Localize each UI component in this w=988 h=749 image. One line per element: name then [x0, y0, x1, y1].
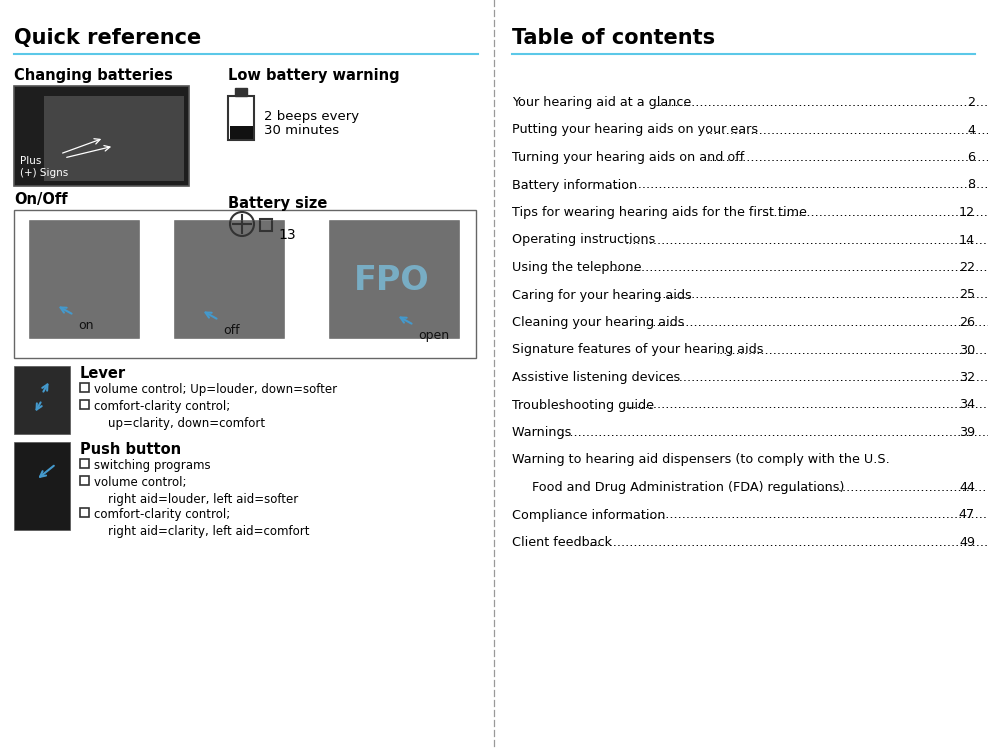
Text: Assistive listening devices: Assistive listening devices	[512, 371, 685, 384]
Text: Push button: Push button	[80, 442, 181, 457]
Bar	[329, 220, 459, 338]
Text: Lever: Lever	[80, 366, 126, 381]
Text: Low battery warning: Low battery warning	[228, 68, 399, 83]
Bar	[80, 400, 89, 409]
Text: comfort-clarity control;: comfort-clarity control;	[94, 508, 230, 521]
Text: Food and Drug Administration (FDA) regulations): Food and Drug Administration (FDA) regul…	[532, 481, 849, 494]
Bar	[14, 366, 70, 434]
Text: ................................................................................: ........................................…	[624, 234, 988, 246]
Text: Battery size: Battery size	[228, 196, 327, 211]
Text: 30 minutes: 30 minutes	[264, 124, 339, 137]
Bar	[80, 476, 89, 485]
Text: ................................................................................: ........................................…	[558, 426, 988, 439]
Text: 8: 8	[967, 178, 975, 192]
Text: Operating instructions: Operating instructions	[512, 234, 655, 246]
Text: ................................................................................: ........................................…	[589, 536, 988, 549]
Text: ................................................................................: ........................................…	[624, 509, 988, 521]
Text: 25: 25	[959, 288, 975, 302]
Text: Warning to hearing aid dispensers (to comply with the U.S.: Warning to hearing aid dispensers (to co…	[512, 453, 890, 467]
Text: Client feedback: Client feedback	[512, 536, 612, 549]
Bar	[260, 219, 272, 231]
Text: ................................................................................: ........................................…	[624, 398, 988, 411]
Text: right aid=louder, left aid=softer: right aid=louder, left aid=softer	[108, 493, 298, 506]
Text: volume control;: volume control;	[94, 476, 187, 489]
Text: ................................................................................: ........................................…	[655, 288, 988, 302]
Text: 22: 22	[959, 261, 975, 274]
Text: right aid=clarity, left aid=comfort: right aid=clarity, left aid=comfort	[108, 525, 309, 538]
Text: 2 beeps every: 2 beeps every	[264, 110, 359, 123]
Text: Signature features of your hearing aids: Signature features of your hearing aids	[512, 344, 768, 357]
Text: Caring for your hearing aids: Caring for your hearing aids	[512, 288, 692, 302]
Bar	[44, 96, 184, 181]
Text: Compliance information: Compliance information	[512, 509, 666, 521]
Text: ........................................................................: ........................................…	[705, 151, 988, 164]
Text: Putting your hearing aids on your ears: Putting your hearing aids on your ears	[512, 124, 758, 136]
Text: Turning your hearing aids on and off: Turning your hearing aids on and off	[512, 151, 752, 164]
Text: 32: 32	[959, 371, 975, 384]
Text: ................................................................................: ........................................…	[655, 96, 988, 109]
Bar	[174, 220, 284, 338]
Text: Warnings: Warnings	[512, 426, 575, 439]
Text: ................................................................................: ........................................…	[614, 178, 988, 192]
Text: 2: 2	[967, 96, 975, 109]
Text: Tips for wearing hearing aids for the first time: Tips for wearing hearing aids for the fi…	[512, 206, 811, 219]
Text: volume control; Up=louder, down=softer: volume control; Up=louder, down=softer	[94, 383, 337, 396]
Text: 30: 30	[958, 344, 975, 357]
Text: Plus
(+) Signs: Plus (+) Signs	[20, 156, 68, 178]
Text: .......................................................: ........................................…	[762, 206, 988, 219]
Text: Changing batteries: Changing batteries	[14, 68, 173, 83]
Text: 14: 14	[959, 234, 975, 246]
Text: Using the telephone: Using the telephone	[512, 261, 641, 274]
Bar	[14, 86, 189, 186]
Bar	[14, 442, 70, 530]
Text: comfort-clarity control;: comfort-clarity control;	[94, 400, 230, 413]
Text: ................................................................................: ........................................…	[609, 261, 988, 274]
Text: ...................................................: ........................................…	[777, 481, 987, 494]
Text: switching programs: switching programs	[94, 459, 210, 472]
Text: FPO: FPO	[354, 264, 430, 297]
Bar	[80, 459, 89, 468]
Text: 49: 49	[959, 536, 975, 549]
Bar	[229, 126, 253, 139]
Text: Battery information: Battery information	[512, 178, 641, 192]
Text: Cleaning your hearing aids: Cleaning your hearing aids	[512, 316, 685, 329]
Bar	[235, 88, 247, 96]
Text: up=clarity, down=comfort: up=clarity, down=comfort	[108, 417, 265, 430]
Bar	[228, 96, 254, 140]
Text: 6: 6	[967, 151, 975, 164]
Text: on: on	[78, 319, 94, 332]
Text: ................................................................................: ........................................…	[644, 316, 988, 329]
Text: ...................................................................: ........................................…	[716, 344, 988, 357]
Text: 44: 44	[959, 481, 975, 494]
Text: Quick reference: Quick reference	[14, 28, 202, 48]
Text: 4: 4	[967, 124, 975, 136]
Text: On/Off: On/Off	[14, 192, 67, 207]
Bar	[29, 220, 139, 338]
Text: Table of contents: Table of contents	[512, 28, 715, 48]
Bar	[80, 508, 89, 517]
Text: 39: 39	[959, 426, 975, 439]
Text: 47: 47	[959, 509, 975, 521]
Text: 13: 13	[278, 228, 295, 242]
Bar	[80, 383, 89, 392]
Text: 26: 26	[959, 316, 975, 329]
Text: ........................................................................: ........................................…	[705, 124, 988, 136]
Text: 34: 34	[959, 398, 975, 411]
Text: Troubleshooting guide: Troubleshooting guide	[512, 398, 658, 411]
Text: 12: 12	[959, 206, 975, 219]
Text: open: open	[418, 329, 450, 342]
Text: off: off	[223, 324, 240, 337]
Text: ................................................................................: ........................................…	[655, 371, 988, 384]
Bar	[14, 210, 476, 358]
Text: Your hearing aid at a glance: Your hearing aid at a glance	[512, 96, 692, 109]
